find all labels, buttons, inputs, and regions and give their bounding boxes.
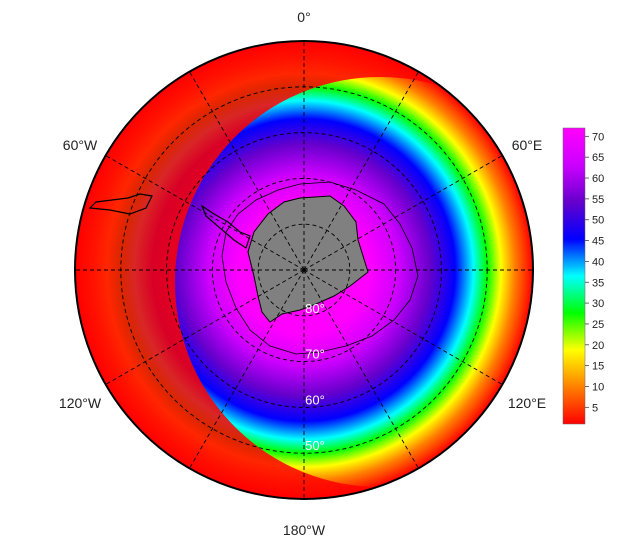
colorbar-tick-label: 35 bbox=[592, 277, 604, 289]
colorbar-tick-label: 50 bbox=[592, 215, 604, 227]
colorbar-tick-label: 45 bbox=[592, 236, 604, 248]
data-field bbox=[75, 41, 533, 499]
colorbar-tick-label: 30 bbox=[592, 298, 604, 310]
antarctic-peninsula bbox=[200, 204, 251, 249]
meridian-line bbox=[189, 269, 305, 469]
colorbar-tick-label: 5 bbox=[592, 402, 598, 414]
latitude-circle-2 bbox=[166, 132, 442, 408]
meridian-line bbox=[105, 155, 305, 271]
lon-label-top: 0° bbox=[297, 9, 310, 25]
meridian-line bbox=[303, 269, 503, 385]
colorbar-tick-label: 10 bbox=[592, 381, 604, 393]
lat-label-60: 60° bbox=[305, 392, 325, 407]
south-america-coast bbox=[88, 193, 153, 215]
lon-label-lower-right: 120°E bbox=[508, 395, 546, 411]
colorbar-tick-label: 25 bbox=[592, 319, 604, 331]
colorbar-ticks: 5 10 15 20 25 30 35 40 45 50 55 60 65 70 bbox=[585, 131, 604, 414]
lon-label-bottom: 180°W bbox=[283, 522, 326, 538]
lat-label-80: 80° bbox=[305, 301, 325, 316]
meridian-line bbox=[303, 71, 419, 271]
meridian-line bbox=[189, 71, 305, 271]
map-border bbox=[74, 40, 534, 500]
graticule bbox=[75, 41, 533, 499]
colorbar-tick-label: 55 bbox=[592, 194, 604, 206]
colorbar-tick-label: 60 bbox=[592, 173, 604, 185]
colorbar: 5 10 15 20 25 30 35 40 45 50 55 60 65 70 bbox=[562, 127, 604, 425]
lon-label-upper-left: 60°W bbox=[63, 137, 98, 153]
lon-label-lower-left: 120°W bbox=[59, 395, 102, 411]
colorbar-tick-label: 15 bbox=[592, 361, 604, 373]
colorbar-tick-label: 40 bbox=[592, 256, 604, 268]
lat-label-70: 70° bbox=[305, 347, 325, 362]
antarctica-landmass bbox=[247, 195, 369, 323]
lat-label-50: 50° bbox=[305, 438, 325, 453]
meridian-line bbox=[303, 155, 503, 271]
ice-shelf-outline bbox=[221, 181, 419, 355]
colorbar-tick-label: 20 bbox=[592, 340, 604, 352]
field-asymmetry bbox=[75, 41, 533, 499]
latitude-labels: 80° 70° 60° 50° bbox=[305, 301, 325, 453]
colorbar-gradient bbox=[562, 127, 586, 425]
colorbar-tick-label: 65 bbox=[592, 152, 604, 164]
meridian-line bbox=[105, 269, 305, 385]
lon-label-upper-right: 60°E bbox=[512, 137, 543, 153]
meridian-line bbox=[303, 269, 419, 469]
colorbar-tick-label: 70 bbox=[592, 131, 604, 143]
